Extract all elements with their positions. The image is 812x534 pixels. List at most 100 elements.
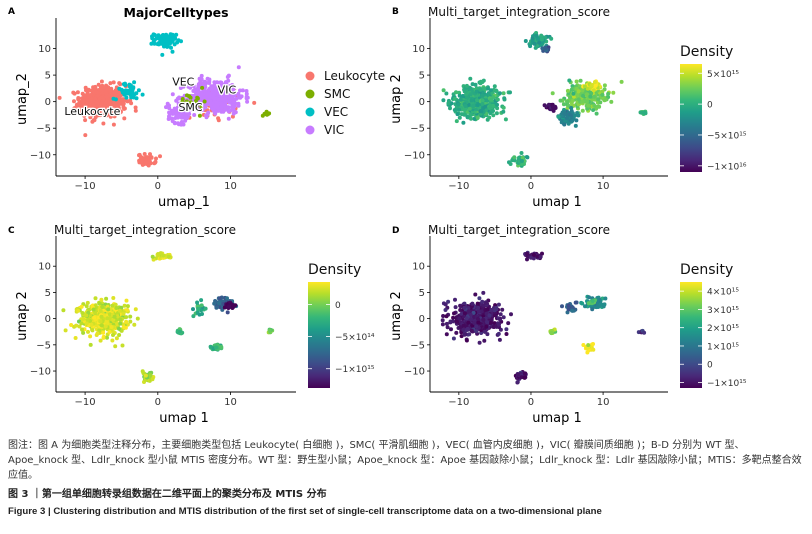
data-point (133, 105, 138, 110)
data-point (457, 93, 462, 98)
data-point (118, 321, 123, 326)
data-point (206, 102, 211, 106)
data-point (573, 123, 578, 128)
data-point (125, 304, 130, 309)
data-point (448, 106, 452, 111)
data-point (111, 96, 116, 101)
data-point (538, 254, 543, 259)
legend-label: SMC (324, 87, 350, 101)
data-point (212, 92, 217, 96)
data-point (215, 305, 220, 310)
data-point (482, 329, 487, 334)
data-point (467, 106, 472, 111)
data-point (116, 107, 121, 112)
data-point (140, 369, 145, 374)
data-point (215, 105, 220, 110)
data-point (92, 315, 97, 320)
data-point (540, 46, 545, 51)
data-point (187, 94, 192, 99)
data-point (196, 108, 201, 112)
data-point (213, 111, 218, 116)
data-point (496, 322, 501, 327)
panel-d: D Multi_target_integration_score −10 0 10 −10… (389, 223, 747, 426)
data-point (462, 332, 467, 337)
data-point (479, 331, 484, 335)
data-point (157, 36, 162, 41)
data-point (597, 104, 602, 109)
data-point (525, 251, 530, 256)
data-point (474, 324, 479, 329)
data-point (483, 104, 487, 109)
data-point (225, 296, 229, 301)
data-point (485, 98, 489, 103)
data-point (232, 90, 237, 95)
data-point (567, 112, 572, 117)
data-point (469, 328, 474, 333)
data-point (593, 80, 597, 84)
data-point (532, 41, 537, 46)
data-point (446, 101, 451, 106)
data-point (198, 100, 203, 104)
data-point (245, 95, 250, 100)
data-point (202, 99, 207, 104)
data-point (143, 373, 148, 378)
data-point (184, 99, 189, 104)
y-tick-label: −5 (36, 340, 51, 351)
data-point (176, 121, 180, 126)
scatter-points (440, 250, 647, 385)
data-point (598, 302, 603, 307)
data-point (140, 92, 145, 97)
data-point (481, 317, 486, 322)
data-point (216, 118, 221, 123)
data-point (107, 330, 112, 334)
data-point (77, 101, 82, 106)
data-point (77, 324, 82, 329)
cluster-label: Leukocyte (64, 105, 120, 118)
colorbar-tick-label: 5×10¹⁵ (707, 70, 739, 80)
data-point (188, 105, 193, 110)
data-point (191, 307, 195, 312)
data-point (127, 84, 132, 89)
data-point (589, 83, 594, 88)
data-point (503, 117, 508, 122)
data-point (114, 104, 119, 109)
data-point (603, 296, 608, 301)
data-point (470, 323, 475, 328)
data-point (573, 300, 578, 305)
data-point (213, 88, 218, 93)
data-point (470, 301, 475, 306)
data-point (239, 94, 244, 99)
data-point (81, 101, 86, 106)
data-point (551, 105, 555, 110)
y-tick-label: −10 (30, 367, 51, 378)
data-point (110, 303, 115, 308)
data-point (591, 347, 596, 352)
data-point (639, 110, 644, 115)
x-axis-label: umap 1 (532, 411, 582, 426)
data-point (174, 32, 179, 37)
data-point (202, 88, 207, 93)
data-point (74, 105, 79, 110)
data-point (129, 101, 134, 106)
data-point (85, 318, 90, 323)
panel-b: B Multi_target_integration_score −10 0 10 −10… (389, 5, 747, 210)
data-point (520, 155, 525, 160)
data-point (113, 344, 118, 349)
data-point (464, 338, 469, 343)
colorbar-tick-label: 0 (707, 361, 713, 371)
data-point (475, 301, 480, 306)
data-point (194, 91, 199, 96)
data-point (197, 76, 202, 81)
data-point (168, 32, 173, 37)
data-point (586, 301, 591, 306)
data-point (489, 307, 494, 312)
data-point (244, 89, 249, 93)
data-point (214, 102, 219, 107)
data-point (219, 345, 224, 349)
data-point (549, 331, 554, 335)
data-point (121, 82, 126, 87)
data-point (244, 91, 249, 96)
data-point (125, 308, 130, 312)
data-point (88, 334, 93, 339)
data-point (535, 37, 540, 42)
